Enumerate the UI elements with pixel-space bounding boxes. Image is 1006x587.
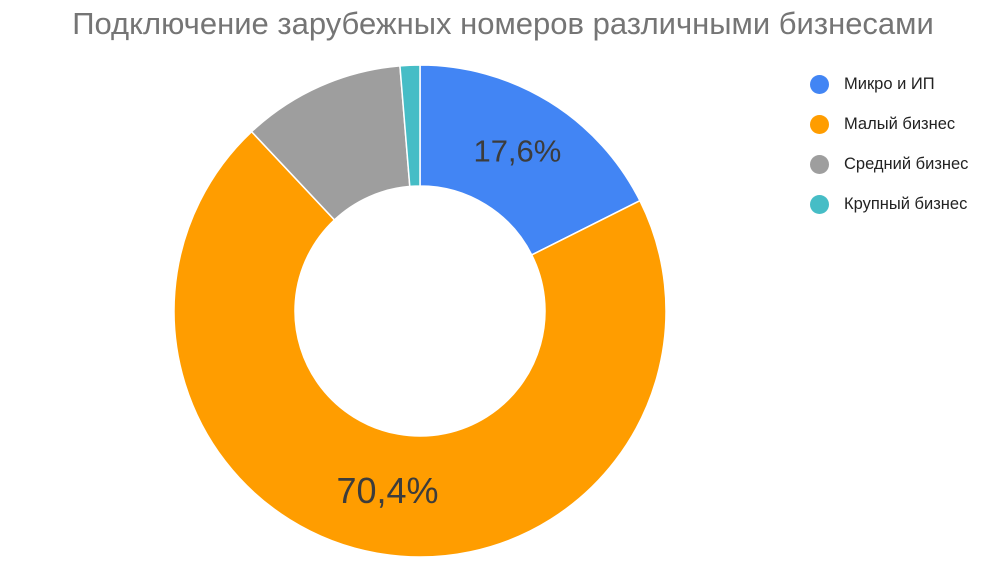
legend: Микро и ИП Малый бизнес Средний бизнес К… <box>810 64 1006 224</box>
legend-label-small: Малый бизнес <box>844 114 956 133</box>
donut-slices <box>173 64 667 558</box>
slice-label-small: 70,4% <box>336 470 438 511</box>
legend-swatch-small <box>810 114 829 134</box>
legend-label-micro: Микро и ИП <box>844 74 935 93</box>
legend-swatch-large <box>810 194 829 214</box>
legend-label-medium: Средний бизнес <box>844 154 969 173</box>
chart-title: Подключение зарубежных номеров различным… <box>72 6 934 41</box>
legend-item-small[interactable]: Малый бизнес <box>810 104 1006 144</box>
legend-item-medium[interactable]: Средний бизнес <box>810 144 1006 184</box>
legend-swatch-micro <box>810 74 829 94</box>
slice-label-micro: 17,6% <box>473 133 561 168</box>
slice-micro[interactable] <box>419 64 641 256</box>
legend-item-large[interactable]: Крупный бизнес <box>810 184 1006 224</box>
legend-label-large: Крупный бизнес <box>844 194 968 213</box>
legend-item-micro[interactable]: Микро и ИП <box>810 64 1006 104</box>
slice-large[interactable] <box>399 64 421 188</box>
slice-labels: 17,6% 70,4% <box>336 133 561 511</box>
slice-small[interactable] <box>173 130 667 558</box>
legend-swatch-medium <box>810 154 829 174</box>
